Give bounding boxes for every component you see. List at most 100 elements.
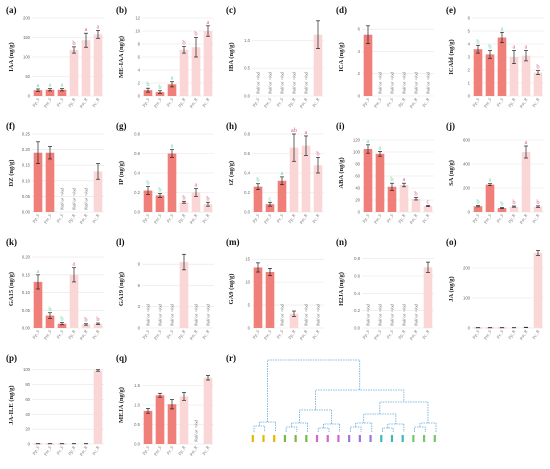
x-tick-label: Pm_R [518,213,528,226]
y-tick-label: 1 [468,81,471,86]
y-tick-label: 4 [138,68,141,73]
panel-label: (d) [336,5,347,15]
y-tick-label: 0.6 [134,151,140,156]
y-tick-label: 0.10 [22,178,31,183]
y-axis-label: IBA (ng/g) [228,42,235,71]
y-tick-label: 1.0 [244,38,250,43]
not-detected-label: Null or <lod [146,303,151,327]
significance-letter: a [379,144,382,151]
significance-letter: c [427,198,430,205]
x-tick-label: Pm_S [42,212,52,225]
significance-letter: b [536,199,539,206]
y-axis-label: ICA (ng/g) [338,42,345,71]
x-tick-label: Pm_S [372,212,382,225]
x-tick-label: Pp_S [141,96,151,108]
bar-Pc_R [313,34,323,96]
bar-Pc_R [423,267,433,328]
y-tick-label: 20 [355,198,360,203]
not-detected-label: Null or <lod [292,71,297,95]
panel-label: (r) [226,353,236,363]
y-tick-label: 0 [28,94,31,99]
significance-letter: a [37,82,40,89]
y-tick-label: 0.8 [354,256,360,261]
y-axis-label: IP (ng/g) [118,161,125,185]
y-tick-label: 200 [463,186,471,191]
x-tick-label: Pp_R [287,97,297,109]
x-tick-label: Pm_S [152,444,162,457]
bar-Pp_R [69,49,79,96]
bar-Pc_R [423,206,433,212]
significance-letter: b [60,316,63,323]
bar-Pc_R [533,253,543,328]
bar-Pm_S [45,315,55,328]
bar-Pm_S [265,272,275,328]
x-tick-label: Pc_R [421,329,431,341]
bar-Pp_S [363,34,373,96]
significance-letter: a [37,268,40,275]
y-tick-label: 100 [463,296,471,301]
x-tick-label: Pp_R [177,445,187,457]
x-tick-label: Pc_S [495,212,505,224]
x-tick-label: Pc_R [311,329,321,341]
y-tick-label: 4 [358,49,361,54]
y-tick-label: 0.6 [244,151,250,156]
significance-letter: a [305,129,308,136]
x-tick-label: Pp_S [31,444,41,456]
not-detected-label: Null or <lod [256,71,261,95]
y-tick-label: 0 [138,326,141,331]
bar-Pc_R [93,171,103,212]
not-detected-label: Null or <lod [414,303,419,327]
bar-Pc_R [533,206,543,212]
bar-Pp_R [289,313,299,328]
x-tick-label: Pp_R [67,97,77,109]
y-tick-label: 0.0 [244,94,250,99]
panel-label: (m) [226,237,240,247]
bar-Pp_S [143,410,153,444]
y-tick-label: 0 [28,442,31,447]
panel-label: (i) [336,121,345,131]
bar-Pp_R [179,262,189,328]
bar-Pm_S [265,204,275,212]
x-tick-label: Pc_R [91,213,101,225]
not-detected-label: Null or <lod [402,71,407,95]
y-tick-label: 0.00 [22,326,31,331]
x-tick-label: Pc_S [165,328,175,340]
y-tick-label: 80 [355,162,360,167]
significance-letter: a [73,261,76,268]
significance-letter: a [207,19,210,26]
y-axis-label: GA15 (ng/g) [8,272,15,306]
not-detected-label: Null or <lod [280,71,285,95]
x-tick-label: Pp_R [397,97,407,109]
x-tick-label: Pp_R [67,213,77,225]
bar-Pm_S [485,54,495,96]
panel-label: (a) [6,5,17,15]
x-tick-label: Pm_S [262,212,272,225]
y-tick-label: 8 [138,42,141,47]
dendrogram-link [299,409,333,424]
x-tick-label: Pm_S [482,96,492,109]
x-tick-label: Pm_R [188,97,198,110]
x-tick-label: Pm_R [518,329,528,342]
y-tick-label: 4 [468,42,471,47]
x-tick-label: Pc_R [201,445,211,457]
significance-letter: b [182,40,185,47]
significance-letter: b [390,176,393,183]
x-tick-label: Pm_S [262,96,272,109]
y-tick-label: 0.6 [354,274,360,279]
x-tick-label: Pm_R [188,213,198,226]
x-tick-label: Pm_R [408,213,418,226]
x-tick-label: Pc_S [385,212,395,224]
x-tick-label: Pc_S [55,96,65,108]
y-tick-label: 100 [353,150,361,155]
x-tick-label: Pp_S [251,96,261,108]
panel-label: (n) [336,237,347,247]
y-tick-label: 0.0 [354,326,360,331]
bar-Pm_S [155,395,165,444]
significance-letter: a [281,170,284,177]
significance-letter: a [49,82,52,89]
bar-Pm_R [521,55,531,96]
dendrogram-link [414,426,426,432]
x-tick-label: Pc_R [91,97,101,109]
x-tick-label: Pp_R [397,213,407,225]
y-tick-label: 0.15 [22,272,31,277]
